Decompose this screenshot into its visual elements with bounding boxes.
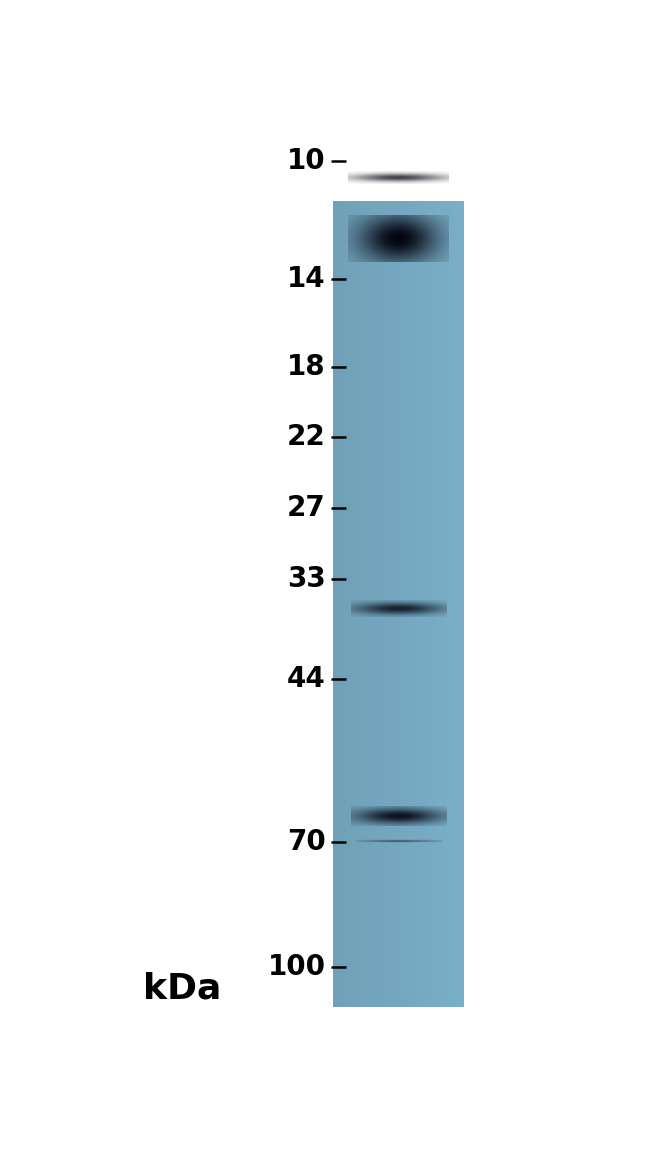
Text: 27: 27 [287,495,326,523]
Text: 33: 33 [287,564,326,593]
Text: 22: 22 [287,423,326,451]
Text: 18: 18 [287,353,326,380]
Text: 44: 44 [287,666,326,694]
Text: 10: 10 [287,147,326,175]
Text: kDa: kDa [143,972,221,1006]
Bar [333,201,464,1007]
Text: 14: 14 [287,265,326,292]
Text: 70: 70 [287,828,326,855]
Text: 100: 100 [268,953,326,980]
